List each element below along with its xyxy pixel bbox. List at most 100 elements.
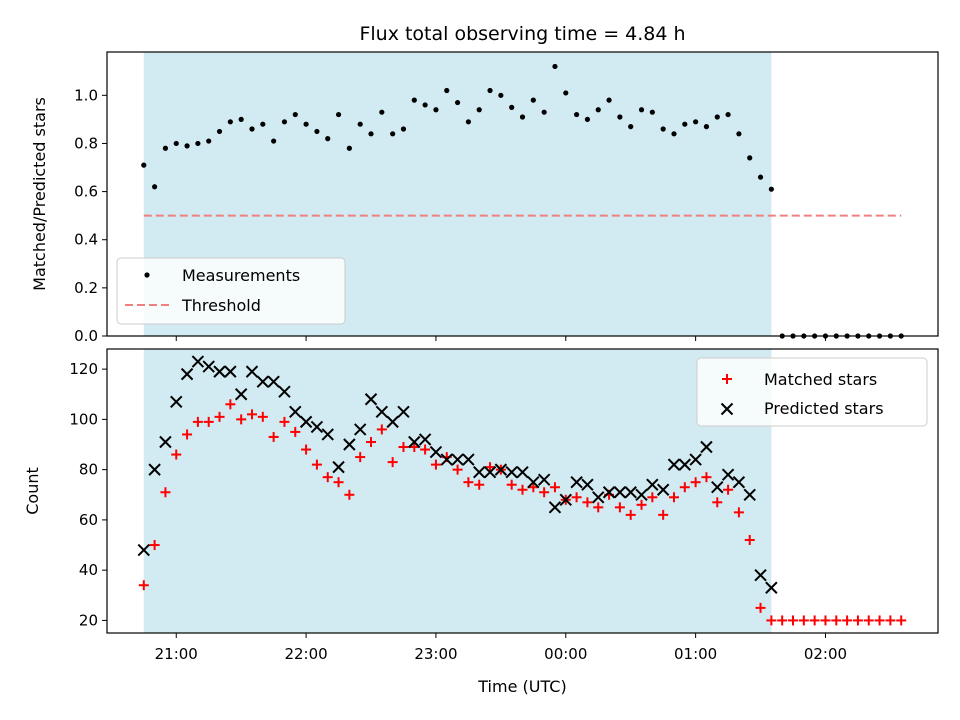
matched-point bbox=[257, 411, 268, 422]
bottom-panel-y-ticks: 20 40 60 80 100 120 bbox=[69, 360, 107, 629]
measurement-point bbox=[509, 104, 515, 110]
matched-point bbox=[430, 459, 441, 470]
predicted-point bbox=[278, 385, 291, 398]
matched-point bbox=[679, 482, 690, 493]
top-legend: Measurements Threshold bbox=[116, 257, 346, 325]
measurement-point bbox=[660, 126, 666, 132]
predicted-point bbox=[386, 415, 399, 429]
measurement-point bbox=[747, 155, 753, 161]
matched-point bbox=[582, 497, 593, 508]
measurement-point bbox=[617, 114, 623, 120]
predicted-point bbox=[408, 435, 421, 449]
measurement-point bbox=[498, 92, 504, 98]
matched-point bbox=[301, 444, 312, 455]
y-tick-label: 0.4 bbox=[74, 231, 98, 249]
measurement-point bbox=[606, 97, 612, 103]
predicted-point bbox=[624, 486, 637, 499]
matched-point bbox=[214, 411, 225, 422]
predicted-point bbox=[765, 581, 778, 594]
matched-point bbox=[279, 416, 290, 427]
measurement-point bbox=[530, 97, 536, 103]
measurement-point bbox=[390, 131, 396, 137]
y-tick-label: 40 bbox=[79, 561, 98, 579]
measurement-point bbox=[162, 145, 169, 151]
measurement-point bbox=[325, 136, 331, 142]
predicted-point bbox=[635, 488, 648, 501]
top-panel-frame bbox=[106, 51, 939, 337]
observing-window-shade-bottom bbox=[143, 349, 772, 633]
predicted-point bbox=[299, 415, 313, 429]
measurement-point bbox=[476, 107, 482, 113]
matched-point bbox=[625, 509, 636, 520]
predicted-point bbox=[592, 491, 605, 504]
measurement-point bbox=[216, 128, 223, 135]
measurement-point bbox=[552, 63, 558, 70]
measurement-point bbox=[703, 124, 710, 130]
predicted-point bbox=[148, 463, 161, 476]
y-tick-label: 0.2 bbox=[74, 279, 98, 297]
measurement-point bbox=[487, 87, 493, 94]
predicted-point bbox=[245, 365, 259, 378]
measurement-point bbox=[357, 121, 363, 127]
matched-point bbox=[517, 484, 528, 495]
matched-point bbox=[896, 615, 907, 626]
predicted-point bbox=[180, 367, 194, 381]
matched-point bbox=[452, 464, 463, 475]
matched-point bbox=[160, 487, 171, 498]
predicted-point bbox=[451, 453, 464, 466]
measurement-point bbox=[574, 111, 580, 118]
measurement-point bbox=[206, 138, 212, 144]
matched-point bbox=[668, 492, 679, 503]
matched-point bbox=[647, 492, 658, 503]
measurement-point bbox=[444, 87, 450, 94]
predicted-point bbox=[375, 405, 389, 419]
measurement-point bbox=[249, 126, 255, 132]
measurement-point bbox=[519, 114, 526, 120]
legend-threshold-label: Threshold bbox=[181, 296, 261, 315]
predicted-point bbox=[137, 543, 150, 557]
matched-point bbox=[376, 424, 387, 435]
matched-point bbox=[225, 399, 236, 410]
matched-point bbox=[874, 615, 885, 626]
predicted-point bbox=[711, 481, 724, 494]
y-tick-label: 1.0 bbox=[74, 86, 98, 104]
predicted-point bbox=[289, 405, 302, 419]
predicted-point bbox=[256, 375, 270, 388]
measurement-point bbox=[638, 107, 645, 113]
x-tick-label: 00:00 bbox=[544, 645, 587, 663]
matched-point bbox=[171, 449, 182, 460]
matched-point bbox=[344, 489, 355, 500]
measurement-point bbox=[368, 131, 374, 137]
measurement-point bbox=[541, 109, 547, 115]
predicted-point bbox=[213, 365, 226, 378]
matched-point bbox=[203, 416, 214, 427]
measurement-point bbox=[682, 121, 688, 127]
measurement-point bbox=[454, 99, 461, 106]
measurement-point bbox=[400, 126, 407, 132]
measurement-point bbox=[152, 184, 158, 190]
measurement-point bbox=[768, 186, 774, 192]
matched-point bbox=[192, 416, 203, 427]
predicted-point bbox=[527, 475, 540, 489]
predicted-point bbox=[397, 405, 410, 419]
matched-point bbox=[820, 615, 831, 626]
matched-point bbox=[809, 615, 820, 626]
y-tick-label: 120 bbox=[69, 360, 98, 378]
legend-matched-label: Matched stars bbox=[764, 370, 877, 389]
matched-point bbox=[528, 482, 539, 493]
x-tick-label: 02:00 bbox=[804, 645, 847, 663]
measurement-point bbox=[141, 162, 147, 168]
measurement-point bbox=[671, 131, 677, 137]
bottom-panel-x-ticks: 21:00 22:00 23:00 00:00 01:00 02:00 bbox=[155, 633, 847, 663]
matched-point bbox=[182, 429, 193, 440]
legend-measurements-label: Measurements bbox=[182, 266, 300, 285]
matched-point bbox=[733, 507, 744, 518]
matched-point bbox=[614, 502, 625, 513]
matched-point bbox=[701, 472, 712, 483]
predicted-point bbox=[570, 475, 583, 489]
matched-point bbox=[852, 615, 863, 626]
matched-point bbox=[463, 477, 474, 488]
measurement-point bbox=[379, 109, 385, 115]
measurement-point bbox=[422, 102, 428, 108]
